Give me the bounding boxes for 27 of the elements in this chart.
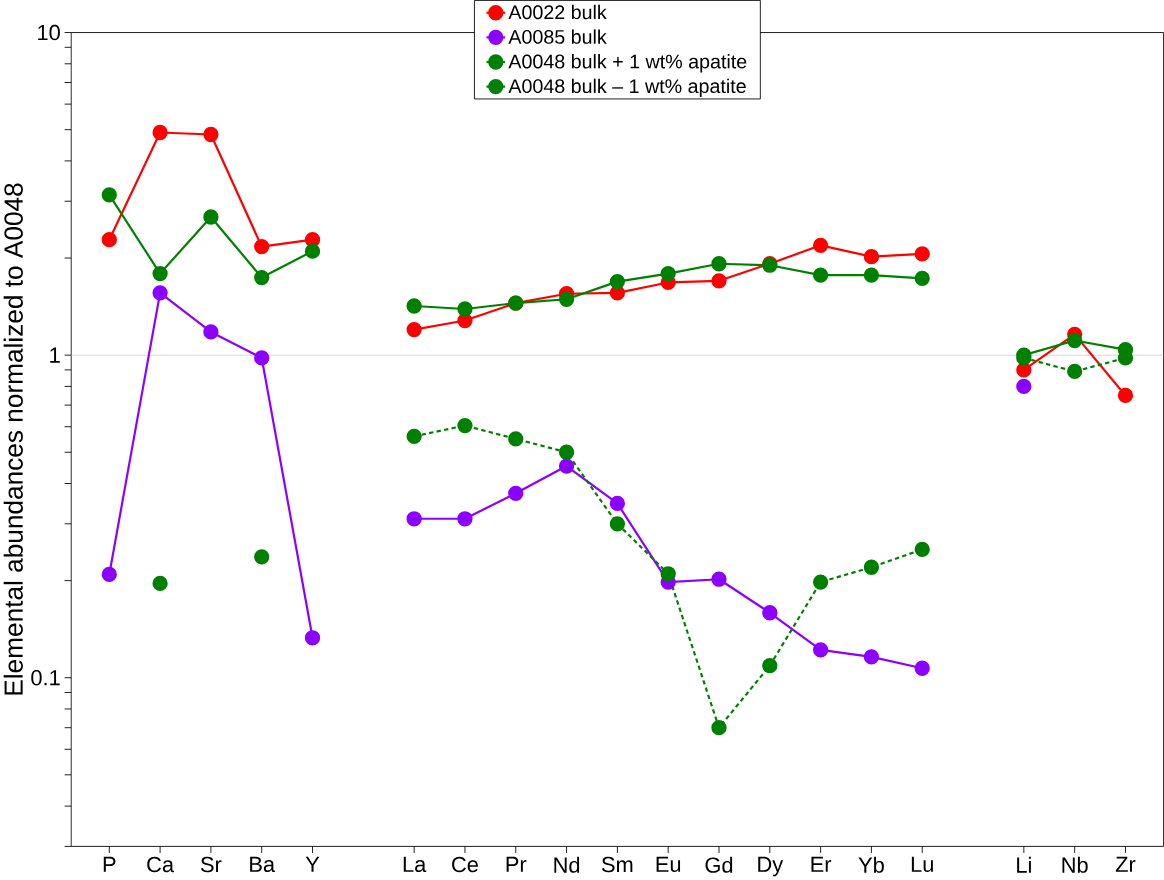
x-tick-label: Ce (452, 856, 478, 873)
x-tick-label: Eu (656, 856, 681, 873)
x-tick-label: Yb (858, 856, 884, 873)
x-tick-label: Sr (200, 856, 222, 873)
x-tick-label: Gd (705, 856, 733, 873)
x-tick-label: Lu (911, 856, 933, 873)
x-tick-label: P (103, 856, 116, 872)
y-tick-label: 0.1 (31, 669, 60, 686)
y-tick-label: 10 (38, 24, 60, 41)
x-tick-label: Y (305, 856, 320, 872)
x-tick-label: La (403, 856, 427, 873)
legend-label: A0022 bulk (508, 4, 607, 20)
legend-label: A0048 bulk + 1 wt% apatite (508, 54, 747, 73)
x-tick-label: Dy (758, 856, 784, 877)
x-tick-label: Er (811, 856, 832, 872)
x-tick-label: Nb (1062, 856, 1088, 873)
y-axis-title: Elemental abundances normalized to A0048 (3, 183, 23, 695)
x-tick-label: Sm (601, 856, 633, 873)
y-tick-label: 1 (50, 347, 60, 363)
x-tick-label: Ca (147, 856, 175, 873)
x-tick-label: Nd (554, 856, 580, 873)
x-tick-label: Zr (1115, 856, 1136, 872)
x-tick-label: Pr (506, 856, 527, 872)
legend-label: A0048 bulk – 1 wt% apatite (508, 78, 746, 98)
x-tick-label: Ba (250, 856, 276, 873)
x-tick-label: Li (1017, 856, 1031, 873)
legend-label: A0085 bulk (508, 29, 607, 44)
